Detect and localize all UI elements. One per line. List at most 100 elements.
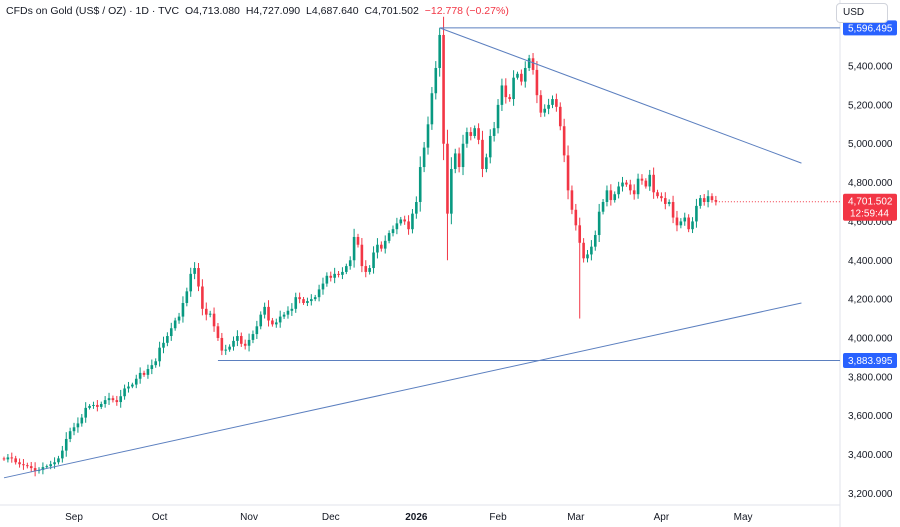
candle [123, 384, 126, 400]
candle [162, 336, 165, 354]
candle [61, 445, 64, 463]
candle-body [45, 466, 49, 468]
candle [706, 190, 710, 208]
candle [302, 296, 305, 305]
candle-body [376, 244, 379, 253]
candle-body [601, 202, 605, 212]
candle [208, 310, 212, 318]
candle [321, 277, 325, 295]
candle-body [488, 135, 492, 158]
candle [290, 303, 294, 316]
candle [586, 249, 589, 263]
candle-body [33, 468, 37, 472]
candle-body [656, 192, 659, 197]
candle-body [158, 347, 161, 362]
candle-body [232, 340, 235, 347]
candle-body [306, 301, 309, 303]
candle [138, 367, 142, 384]
currency-selector[interactable]: USD [836, 3, 888, 23]
candle-body [442, 34, 445, 144]
price-axis[interactable]: 3,200.000 3,400.000 3,600.000 3,800.000 4,00… [848, 62, 893, 500]
candle [177, 312, 181, 324]
candle-body [632, 190, 636, 195]
candle-body [628, 184, 632, 191]
candle [142, 370, 146, 377]
candle [372, 246, 375, 274]
candle [710, 193, 714, 203]
candle [345, 263, 348, 275]
candle [310, 294, 313, 306]
candle-body [679, 221, 683, 226]
candle [383, 235, 387, 254]
candle-body [255, 326, 259, 335]
candle [644, 178, 648, 189]
price-tick-label: 5,000.000 [848, 139, 893, 150]
candle [617, 181, 620, 199]
candle [232, 336, 235, 351]
candle-body [146, 369, 150, 375]
candle [648, 169, 652, 191]
candle [306, 297, 309, 307]
candle [107, 392, 111, 405]
candle [407, 215, 410, 235]
resistance-price-tag: 5,596.495 [843, 20, 897, 36]
candle [348, 256, 352, 270]
candle [457, 147, 461, 173]
candle [329, 271, 333, 282]
candle [664, 192, 667, 210]
candle-body [251, 334, 255, 340]
candle-body [578, 225, 582, 243]
candle-body [302, 299, 305, 303]
time-axis[interactable]: Sep Oct Nov Dec 2026 Feb Mar Apr May [65, 512, 752, 523]
candle [492, 121, 496, 142]
resistance-trendline[interactable] [439, 27, 802, 164]
candle [239, 332, 243, 347]
candle [500, 78, 504, 112]
candle-body [496, 104, 500, 129]
candle-body [22, 464, 25, 466]
candle [621, 176, 624, 192]
candle [520, 69, 523, 86]
candle [352, 228, 356, 268]
candle [516, 71, 519, 80]
candle [6, 454, 10, 463]
candle [438, 27, 441, 77]
candle-body [154, 361, 158, 366]
candle-body [310, 299, 313, 302]
candle [10, 452, 14, 463]
candle-body [111, 398, 115, 401]
candle [313, 294, 317, 302]
support-trendline[interactable] [3, 302, 802, 479]
candle [473, 125, 476, 139]
candle [263, 302, 266, 319]
candle [551, 95, 554, 109]
candle [687, 214, 690, 233]
candle-body [531, 58, 535, 70]
candle [652, 167, 655, 199]
candle-body [457, 153, 461, 168]
chart-legend: CFDs on Gold (US$ / OZ) · 1D · TVC O4,71… [6, 5, 512, 17]
time-tick-label: May [734, 512, 753, 523]
candle-body [430, 93, 434, 125]
candle-body [446, 143, 449, 214]
support-tag-label: 3,883.995 [848, 356, 893, 367]
price-tick-label: 4,000.000 [848, 333, 893, 344]
candle-body [597, 211, 601, 236]
candle-body [259, 314, 263, 327]
last-price-tag: 4,701.502 12:59:44 [843, 193, 897, 221]
candle-body [461, 143, 465, 168]
candle [286, 306, 290, 319]
trendlines-layer[interactable] [3, 27, 840, 479]
time-tick-label: Mar [567, 512, 585, 523]
candle [512, 70, 515, 106]
candle-body [298, 297, 301, 300]
candle-body [523, 67, 527, 82]
candle-body [683, 217, 687, 222]
candle [84, 402, 87, 423]
candle-body [512, 77, 515, 100]
time-tick-label: Dec [322, 512, 340, 523]
candle [26, 462, 29, 469]
candle-body [395, 223, 399, 230]
